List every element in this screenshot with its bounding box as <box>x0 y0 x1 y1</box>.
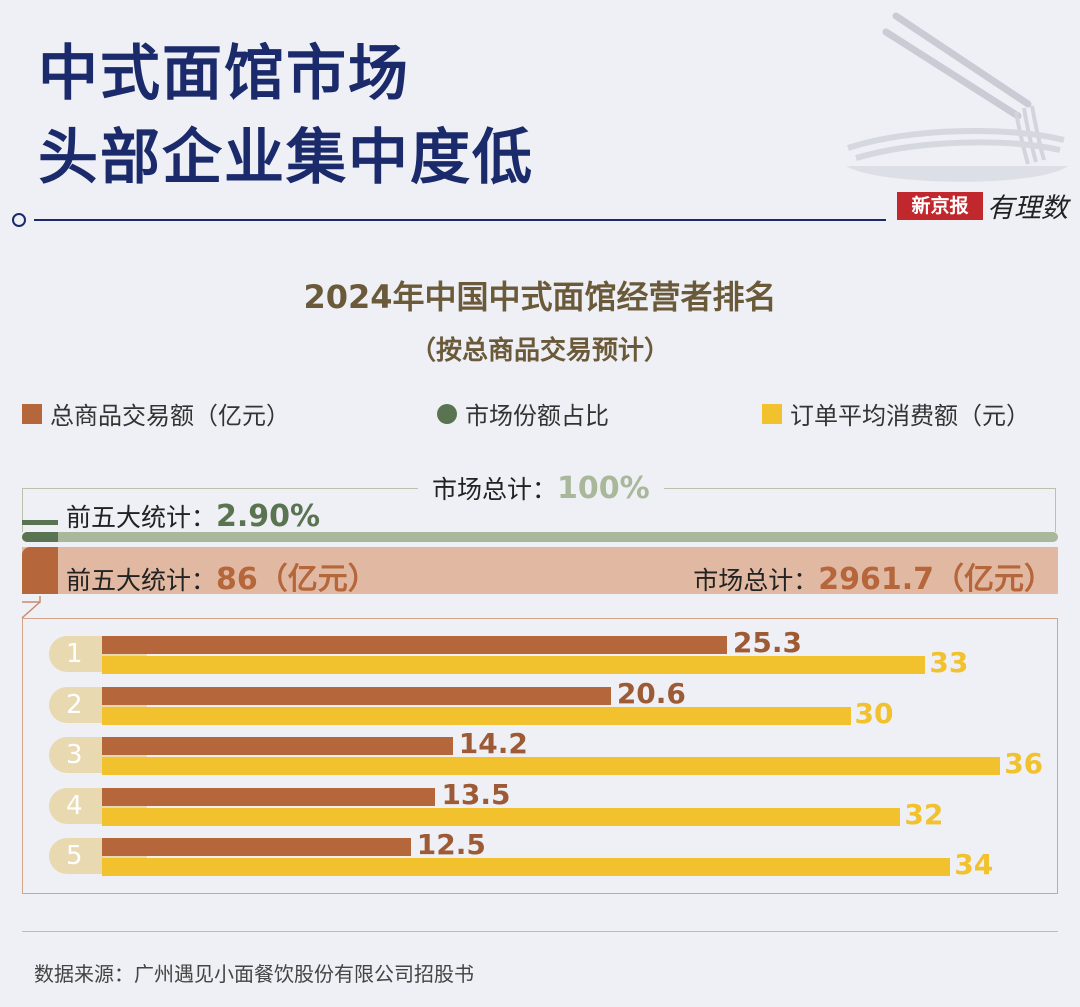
legend-item-gmv: 总商品交易额（亿元） <box>22 396 290 431</box>
aov-value-label-5: 34 <box>954 848 994 881</box>
chart-subtitle: （按总商品交易预计） <box>409 336 670 366</box>
aov-bar-1 <box>102 656 926 674</box>
footer-divider <box>22 931 1058 932</box>
aov-bar-5 <box>102 858 951 876</box>
legend-swatch-share <box>437 403 457 424</box>
top5-gmv-bar <box>22 547 58 594</box>
aov-bar-3 <box>102 757 1001 775</box>
gmv-bar-2 <box>102 686 611 705</box>
top5-share-marker <box>22 520 58 525</box>
gmv-bar-1 <box>102 636 727 654</box>
divider-dot <box>12 213 26 227</box>
legend-label-gmv: 总商品交易额（亿元） <box>50 402 290 430</box>
gmv-value-label-1: 25.3 <box>732 626 802 659</box>
market-gmv-total-label: 市场总计： <box>693 566 819 595</box>
brand-logo-script: 有理数 <box>987 193 1068 224</box>
legend-label-share: 市场份额占比 <box>465 402 609 430</box>
aov-bar-4 <box>102 807 901 826</box>
top5-share-label: 前五大统计： <box>66 503 217 532</box>
aov-value-label-1: 33 <box>929 646 969 679</box>
legend-item-share: 市场份额占比 <box>437 396 609 431</box>
market-total-share-value: 100% <box>557 471 650 506</box>
legend-label-aov: 订单平均消费额（元） <box>790 402 1030 430</box>
aov-value-label-4: 32 <box>904 797 944 831</box>
legend-swatch-aov <box>762 403 782 424</box>
top5-gmv-value: 86（亿元） <box>216 562 378 597</box>
legend-swatch-gmv <box>22 403 42 424</box>
noodle-bowl-chopsticks-icon <box>846 12 1068 182</box>
gmv-bar-5 <box>102 838 411 856</box>
market-gmv-total-text: 市场总计：2961.7（亿元） <box>693 554 1054 598</box>
gmv-bar-3 <box>102 737 453 755</box>
brand-logo-box: 新京报 <box>897 192 983 220</box>
market-total-share-text: 市场总计：100% <box>418 470 664 506</box>
ranking-detail-box <box>22 618 1058 894</box>
top5-share-text: 前五大统计：2.90% <box>66 498 320 534</box>
market-share-total-bar <box>22 532 1058 542</box>
headline-line-2: 头部企业集中度低 <box>38 123 534 193</box>
gmv-bar-4 <box>102 787 436 806</box>
top5-share-value: 2.90% <box>216 499 321 534</box>
data-source: 数据来源：广州遇见小面餐饮股份有限公司招股书 <box>34 962 474 986</box>
chart-title: 2024年中国中式面馆经营者排名 <box>303 278 777 316</box>
gmv-value-label-5: 12.5 <box>416 828 486 861</box>
top5-gmv-label: 前五大统计： <box>66 566 217 595</box>
gmv-value-label-2: 20.6 <box>616 676 686 710</box>
header-divider <box>34 219 886 221</box>
aov-bar-2 <box>102 706 851 725</box>
headline-line-1: 中式面馆市场 <box>38 39 410 109</box>
top5-share-bar <box>22 532 58 542</box>
aov-value-label-3: 36 <box>1004 747 1044 780</box>
market-gmv-total-bar <box>22 547 1058 594</box>
gmv-value-label-3: 14.2 <box>458 727 528 760</box>
legend-item-aov: 订单平均消费额（元） <box>762 396 1030 431</box>
aov-value-label-2: 30 <box>854 696 894 730</box>
market-gmv-total-value: 2961.7（亿元） <box>818 562 1054 597</box>
top5-gmv-text: 前五大统计：86（亿元） <box>66 554 378 598</box>
zoom-connector <box>21 596 41 619</box>
market-total-share-label: 市场总计： <box>432 475 558 504</box>
gmv-value-label-4: 13.5 <box>441 777 511 811</box>
